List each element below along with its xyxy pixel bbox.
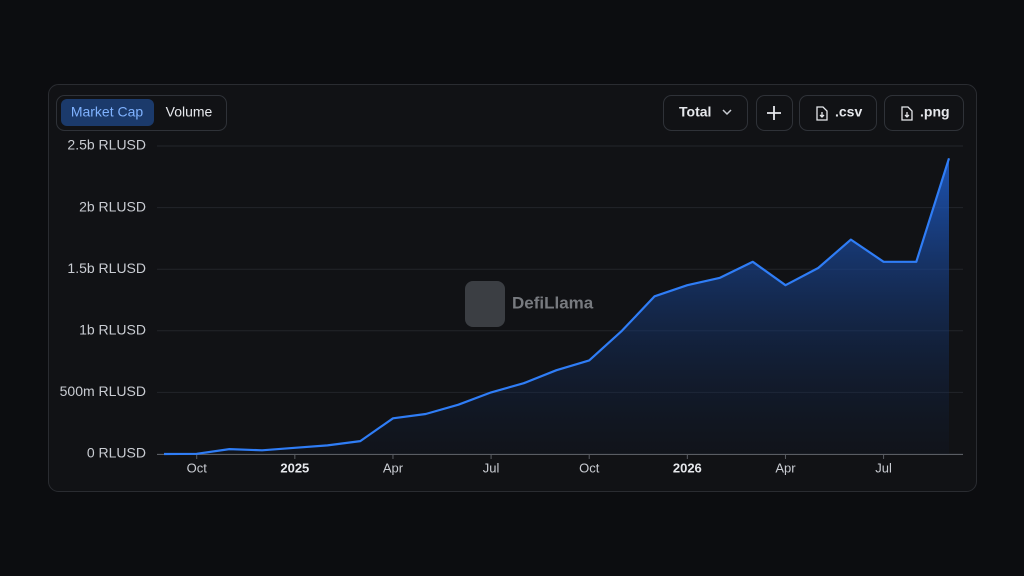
button-bg — [799, 95, 877, 131]
dropdown-bg — [663, 95, 748, 131]
tab[interactable]: Volume — [166, 104, 213, 120]
tab-group — [56, 95, 227, 131]
series-line — [163, 157, 951, 456]
button-bg — [884, 95, 964, 131]
button-bg — [756, 95, 793, 131]
x-tick-label: Apr — [775, 460, 796, 475]
x-tick-label: Apr — [383, 460, 404, 475]
chevron — [722, 109, 732, 116]
y-tick-label: 2.5b RLUSD — [67, 137, 146, 153]
dropdown[interactable]: Total — [663, 95, 748, 131]
x-tick-label: Jul — [875, 460, 892, 475]
watermark-text: DefiLlama — [512, 293, 594, 312]
y-tick-label: 2b RLUSD — [79, 198, 146, 214]
button-label: .png — [920, 104, 950, 120]
y-tick-label: 1b RLUSD — [79, 322, 146, 338]
png-button[interactable]: .png — [884, 95, 964, 131]
csv-button[interactable]: .csv — [799, 95, 877, 131]
x-tick-label: 2026 — [673, 460, 702, 475]
plus-icon — [767, 106, 781, 120]
dropdown-label: Total — [679, 104, 711, 120]
download-icon — [816, 106, 828, 121]
plot: 0 RLUSD 500m RLUSD 1b RLUSD 1.5b RLUSD 2b RL… — [60, 137, 963, 475]
tab[interactable]: Market Cap — [61, 99, 154, 126]
y-tick-label: 500m RLUSD — [60, 383, 146, 399]
y-tick-label: 0 RLUSD — [87, 445, 146, 461]
x-tick-label: Oct — [187, 460, 208, 475]
area-fill — [164, 158, 949, 455]
x-tick-label: Jul — [483, 460, 500, 475]
watermark: DefiLlama — [465, 281, 594, 327]
x-tick-label: 2025 — [280, 460, 309, 475]
tab-bg — [61, 99, 154, 126]
download-icon — [901, 106, 913, 121]
add-button[interactable] — [756, 95, 793, 131]
y-tick-label: 1.5b RLUSD — [67, 260, 146, 276]
button-label: .csv — [835, 104, 862, 120]
tab-label: Volume — [166, 104, 213, 120]
watermark-logo — [465, 281, 505, 327]
x-tick-label: Oct — [579, 460, 600, 475]
tab-label: Market Cap — [71, 104, 144, 120]
